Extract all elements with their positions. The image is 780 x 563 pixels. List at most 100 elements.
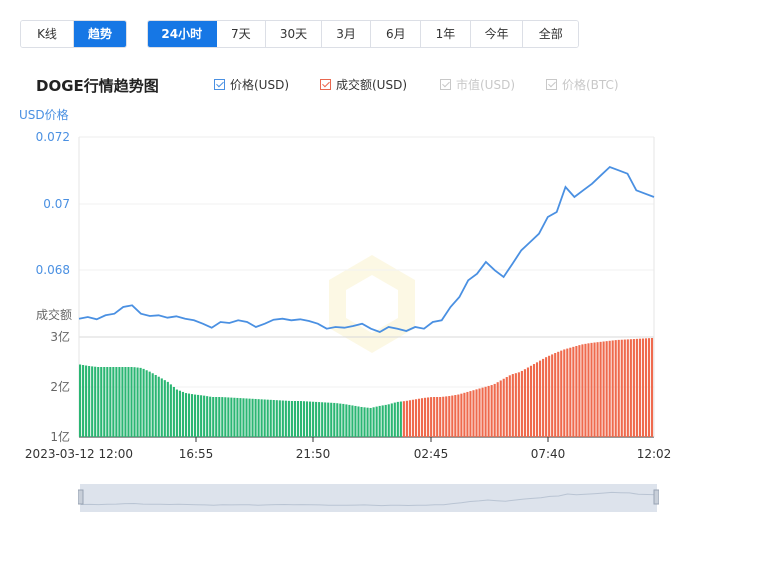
volume-bar [581, 344, 584, 437]
volume-bar [396, 401, 399, 437]
volume-bar [85, 365, 88, 437]
volume-bar [79, 364, 82, 437]
tab-range-7[interactable]: 全部 [523, 21, 578, 47]
tab-range-1[interactable]: 7天 [216, 21, 267, 47]
volume-bar [442, 396, 445, 437]
volume-bar [399, 401, 402, 437]
tab-mode-0[interactable]: K线 [21, 21, 74, 47]
volume-bar [251, 398, 254, 437]
volume-bar [309, 401, 312, 437]
legend-item-1[interactable]: 成交额(USD) [320, 76, 407, 93]
volume-bar [269, 399, 272, 437]
volume-bar [430, 397, 433, 437]
volume-bar [260, 399, 263, 437]
volume-bar [318, 402, 321, 437]
volume-bar [454, 395, 457, 437]
volume-bar [184, 393, 188, 437]
volume-bar [327, 402, 330, 437]
volume-bar [302, 401, 306, 437]
volume-bar [97, 367, 100, 437]
volume-bar [593, 342, 596, 437]
tab-range-6[interactable]: 今年 [470, 21, 524, 47]
volume-bar [375, 406, 378, 437]
volume-bar [248, 398, 251, 437]
volume-bar [608, 340, 611, 437]
volume-bar [254, 398, 257, 437]
volume-bar [103, 367, 106, 437]
volume-bar [387, 404, 390, 437]
navigator-right-handle[interactable] [653, 489, 659, 505]
volume-bar [532, 364, 536, 437]
legend-checkbox-icon[interactable] [214, 79, 225, 90]
legend-item-3[interactable]: 价格(BTC) [546, 76, 619, 93]
price-axis-title: USD价格 [19, 107, 69, 122]
tab-range-0[interactable]: 24小时 [148, 21, 217, 47]
volume-bar [554, 353, 557, 437]
volume-bar [203, 395, 206, 437]
volume-bar [602, 341, 605, 437]
legend-label: 成交额(USD) [336, 78, 408, 92]
volume-bar [88, 366, 91, 437]
legend-item-2[interactable]: 市值(USD) [440, 76, 515, 93]
volume-bar [572, 346, 575, 437]
volume-bar [417, 398, 421, 437]
legend-checkbox-icon[interactable] [440, 79, 451, 90]
volume-bar [508, 375, 511, 437]
volume-bar [175, 389, 178, 437]
volume-bar [227, 397, 230, 437]
volume-bar [239, 398, 242, 437]
price-tick-label: 0.068 [36, 263, 70, 277]
time-navigator[interactable] [78, 484, 659, 512]
volume-bar [200, 395, 203, 437]
legend-checkbox-icon[interactable] [320, 79, 331, 90]
volume-bar [481, 387, 484, 437]
volume-bar [535, 362, 539, 437]
chart-mode-tabs: K线 趋势 [20, 20, 127, 48]
volume-bar [427, 397, 430, 437]
x-tick-label: 2023-03-12 12:00 [25, 447, 133, 461]
volume-bar [190, 394, 194, 437]
price-tick-label: 0.072 [36, 130, 70, 144]
volume-bar [378, 405, 381, 437]
volume-bar [590, 342, 593, 437]
volume-bar [315, 401, 318, 437]
volume-bar [257, 399, 260, 437]
volume-bar [369, 407, 372, 437]
volume-bar [490, 385, 493, 437]
volume-bar [484, 386, 487, 437]
volume-bar [424, 397, 427, 437]
volume-bar [638, 338, 641, 437]
volume-bar [348, 404, 351, 437]
volume-bar [275, 400, 278, 437]
tab-range-3[interactable]: 3月 [321, 21, 372, 47]
volume-bar [381, 405, 384, 437]
volume-bar [224, 397, 227, 437]
volume-bar [293, 401, 296, 437]
volume-bar [163, 380, 166, 437]
tab-range-5[interactable]: 1年 [421, 21, 471, 47]
volume-bar [290, 401, 293, 437]
volume-bar [94, 366, 97, 437]
volume-bar [109, 367, 112, 437]
volume-bar [420, 398, 424, 437]
volume-bar [433, 397, 436, 437]
volume-bar [502, 378, 505, 437]
volume-bar [284, 400, 287, 437]
navigator-left-handle[interactable] [78, 489, 84, 505]
legend-item-0[interactable]: 价格(USD) [214, 76, 289, 93]
volume-bar [372, 407, 375, 437]
volume-bar [266, 399, 269, 437]
legend-checkbox-icon[interactable] [546, 79, 557, 90]
volume-bar [469, 391, 472, 437]
volume-bar [517, 372, 520, 437]
volume-bar [145, 370, 148, 437]
tab-range-4[interactable]: 6月 [371, 21, 422, 47]
volume-bar [575, 345, 578, 437]
volume-bar [124, 367, 127, 437]
volume-bar [384, 404, 387, 437]
volume-bar [121, 367, 124, 437]
tab-mode-1[interactable]: 趋势 [74, 21, 126, 47]
tab-range-2[interactable]: 30天 [266, 21, 322, 47]
volume-bar [390, 403, 393, 437]
volume-bar [263, 399, 266, 437]
